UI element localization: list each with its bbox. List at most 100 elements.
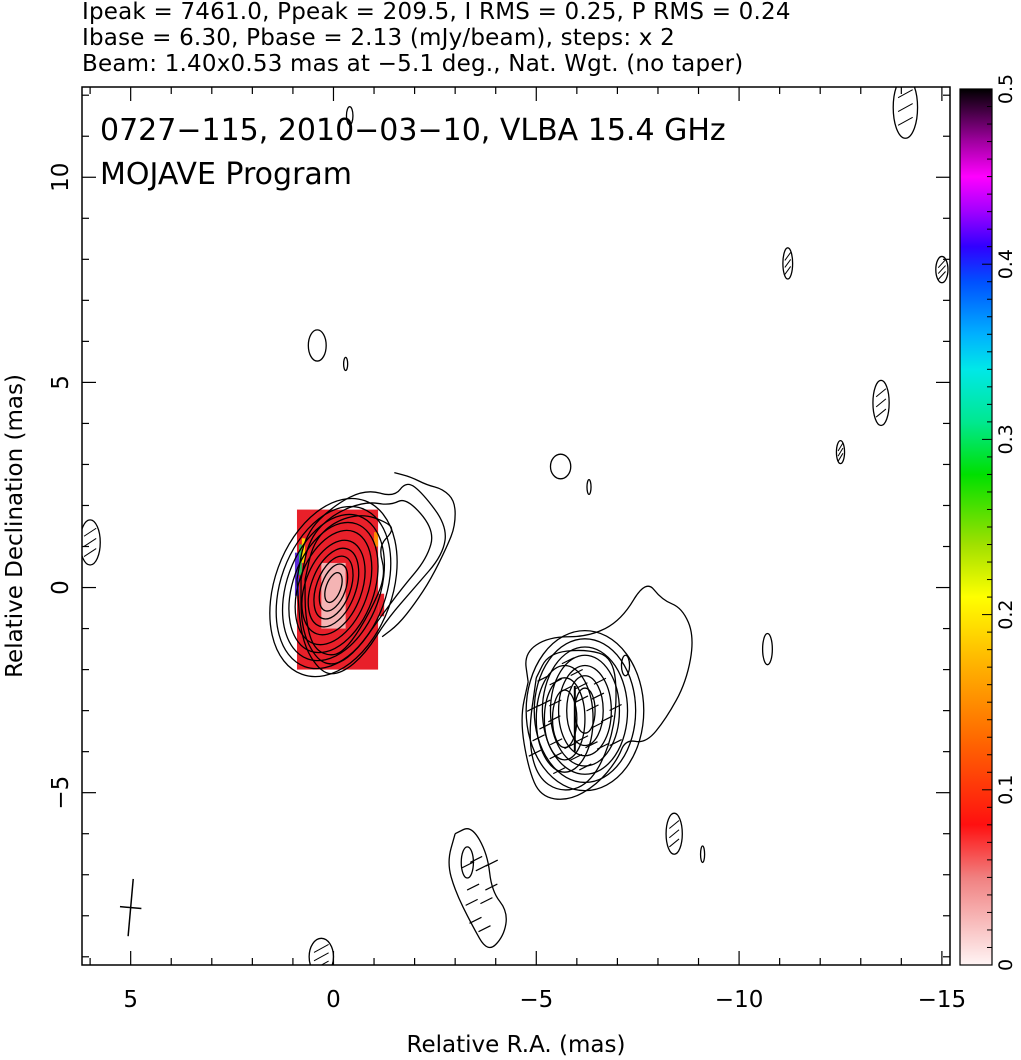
- small-contour-5-hatch-0: [784, 252, 792, 261]
- y-axis-title: Relative Declination (mas): [2, 374, 28, 678]
- small-contour-9-hatch-1: [837, 447, 844, 457]
- south-blob-evpa-5: [485, 883, 498, 891]
- jet-knot-evpa-24: [552, 767, 566, 775]
- jet-knot-evpa-18: [596, 742, 610, 750]
- small-contour-14: [460, 846, 475, 879]
- small-contour-7-hatch-0: [937, 259, 946, 269]
- jet-knot-evpa-7: [561, 657, 575, 665]
- jet-envelope-inner: [529, 649, 617, 791]
- core-outer-2: [300, 499, 433, 665]
- jet-knot-evpa-9: [575, 682, 588, 690]
- program-annotation: MOJAVE Program: [100, 157, 352, 192]
- core-contour-1: [288, 521, 379, 654]
- south-blob-evpa-1: [461, 861, 475, 869]
- small-contour-16-hatch-2: [320, 960, 329, 965]
- south-blob-evpa-4: [485, 859, 499, 867]
- x-tick-label-0: 0: [326, 987, 341, 1013]
- small-contour-12-hatch-1: [669, 829, 680, 839]
- small-contour-10-hatch-1: [83, 537, 97, 547]
- jet-knot-evpa-21: [579, 763, 592, 771]
- jet-knot-evpa-25: [549, 752, 562, 760]
- small-contour-11: [761, 632, 773, 666]
- jet-knot-west-contour-2: [535, 664, 594, 773]
- small-contour-4: [586, 478, 592, 496]
- jet-knot-evpa-6: [558, 685, 572, 694]
- x-axis-title: Relative R.A. (mas): [407, 1032, 626, 1058]
- jet-knot-evpa-1: [526, 704, 540, 712]
- small-contour-6-hatch-2: [897, 116, 913, 126]
- small-contour-10-hatch-2: [83, 548, 97, 557]
- jet-knot-evpa-29: [539, 722, 552, 730]
- jet-knot-evpa-26: [549, 738, 563, 746]
- small-contour-7-hatch-1: [937, 265, 946, 274]
- core-contour-4: [269, 497, 398, 678]
- south-blob-evpa-7: [478, 925, 491, 933]
- small-contour-10-hatch-0: [83, 527, 97, 537]
- header-line-base: Ibase = 6.30, Pbase = 2.13 (mJy/beam), s…: [82, 25, 675, 51]
- y-tick-label-5: 5: [48, 375, 74, 390]
- jet-knot-evpa-20: [575, 735, 589, 743]
- jet-knot-contour-1: [566, 675, 604, 747]
- jet-knot-evpa-11: [593, 677, 607, 685]
- core-contour-7: [313, 555, 354, 620]
- jet-knot-evpa-16: [590, 721, 604, 729]
- colorbar: [959, 88, 993, 966]
- jet-knot-west-contour-1: [543, 677, 586, 761]
- jet-knot-contour-5: [533, 638, 637, 784]
- jet-knot-contour-4: [541, 646, 629, 775]
- small-contour-3: [549, 453, 572, 480]
- small-contour-8-hatch-2: [875, 408, 887, 418]
- core-outer-1: [296, 483, 446, 675]
- jet-envelope: [521, 585, 693, 800]
- small-contour-12-hatch-0: [669, 820, 680, 829]
- small-contour-10: [82, 519, 101, 566]
- small-contour-16-hatch-1: [313, 952, 329, 962]
- jet-knot-contour-3: [549, 654, 621, 767]
- small-contour-13: [699, 845, 706, 864]
- colorbar-label-0.4: 0.4: [995, 249, 1017, 279]
- small-contour-15: [620, 654, 631, 677]
- header-line-beam: Beam: 1.40x0.53 mas at −5.1 deg., Nat. W…: [82, 51, 744, 77]
- y-tick-label-10: 10: [48, 163, 74, 192]
- pol-patch-2: [378, 593, 385, 617]
- small-contour-16-hatch-0: [313, 944, 329, 953]
- y-tick-label-0: 0: [48, 580, 74, 595]
- south-blob-evpa-8: [469, 916, 482, 924]
- small-contour-6: [892, 87, 919, 139]
- colorbar-label-0.3: 0.3: [995, 424, 1017, 454]
- jet-knot-evpa-12: [591, 692, 605, 700]
- jet-knot-evpa-17: [609, 739, 622, 747]
- colorbar-label-0.2: 0.2: [995, 599, 1017, 629]
- x-tick-label--15: −15: [918, 987, 967, 1013]
- jet-knot-evpa-0: [548, 715, 561, 723]
- pol-patch-6: [301, 538, 306, 563]
- small-contour-8-hatch-1: [875, 398, 887, 408]
- jet-knot-evpa-10: [575, 695, 589, 703]
- core-contour-3: [275, 505, 392, 670]
- y-tick-label--5: −5: [48, 776, 74, 810]
- small-contour-6-hatch-1: [897, 103, 913, 112]
- south-blob-evpa-2: [469, 855, 483, 863]
- small-contour-1: [342, 356, 349, 372]
- core-extension: [381, 472, 456, 638]
- south-blob-evpa-0: [466, 883, 480, 891]
- small-contour-6-hatch-0: [897, 89, 913, 99]
- core-contour-5: [301, 539, 366, 636]
- jet-knot-evpa-19: [585, 741, 598, 749]
- jet-knot-contour-6: [525, 629, 645, 792]
- jet-knot-evpa-3: [549, 699, 562, 707]
- small-contour-5: [782, 247, 794, 280]
- pol-patch-3: [374, 532, 379, 547]
- core-outer-3: [304, 515, 393, 656]
- small-contour-9-hatch-2: [837, 453, 844, 462]
- jet-knot-evpa-5: [549, 678, 562, 686]
- south-blob: [448, 828, 507, 949]
- header-line-peak: Ipeak = 7461.0, Ppeak = 209.5, I RMS = 0…: [82, 0, 791, 25]
- small-contour-8-hatch-0: [875, 388, 887, 398]
- plot-frame: [81, 86, 951, 966]
- jet-knot-evpa-28: [532, 734, 545, 742]
- colorbar-label-0.5: 0.5: [995, 74, 1017, 104]
- south-blob-evpa-6: [480, 897, 493, 905]
- jet-knot-evpa-2: [538, 699, 551, 707]
